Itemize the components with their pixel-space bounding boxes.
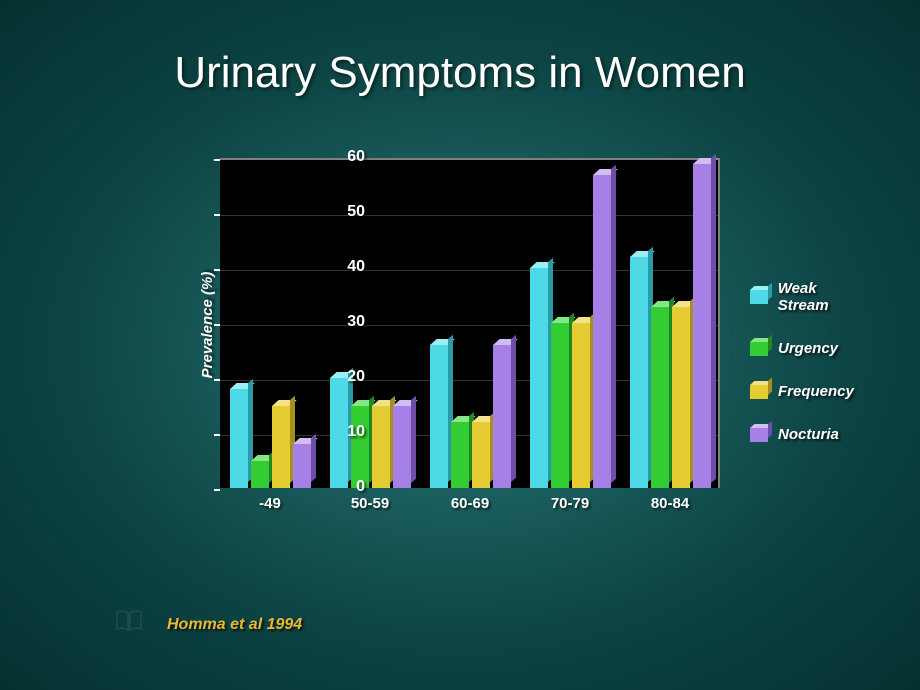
bar <box>251 461 269 489</box>
x-axis-label: 70-79 <box>520 495 620 512</box>
page-title: Urinary Symptoms in Women <box>0 0 920 98</box>
y-tick <box>214 489 220 491</box>
bar <box>472 422 490 488</box>
legend-item: Weak Stream <box>750 280 870 314</box>
y-axis-label: 0 <box>295 478 365 496</box>
legend-label: Nocturia <box>778 426 839 443</box>
y-axis-label: 50 <box>295 203 365 221</box>
y-axis-label: 40 <box>295 258 365 276</box>
legend-item: Frequency <box>750 383 870 400</box>
legend-label: Urgency <box>778 340 838 357</box>
x-axis-label: 80-84 <box>620 495 720 512</box>
y-axis-label: 20 <box>295 368 365 386</box>
y-axis-label: 10 <box>295 423 365 441</box>
bar <box>493 345 511 488</box>
y-tick <box>214 214 220 216</box>
bar <box>393 406 411 489</box>
y-tick <box>214 434 220 436</box>
x-axis-label: 60-69 <box>420 495 520 512</box>
y-axis-label: 60 <box>295 148 365 166</box>
legend-item: Urgency <box>750 340 870 357</box>
bar <box>351 406 369 489</box>
legend-swatch <box>750 428 768 442</box>
legend-swatch <box>750 342 768 356</box>
bar <box>451 422 469 488</box>
bar <box>630 257 648 488</box>
bar <box>672 307 690 489</box>
bar <box>551 323 569 488</box>
book-icon <box>115 610 143 639</box>
bar <box>372 406 390 489</box>
legend-swatch <box>750 385 768 399</box>
chart-container: Prevalence (%) Weak StreamUrgencyFrequen… <box>130 150 870 570</box>
bar <box>693 164 711 489</box>
legend: Weak Stream Urgency Frequency Nocturia <box>750 280 870 469</box>
x-axis-label: -49 <box>220 495 320 512</box>
bar <box>572 323 590 488</box>
citation: Homma et al 1994 <box>115 610 302 639</box>
y-tick <box>214 269 220 271</box>
y-axis-label: 30 <box>295 313 365 331</box>
bar <box>651 307 669 489</box>
legend-swatch <box>750 290 768 304</box>
y-tick <box>214 324 220 326</box>
bar <box>593 175 611 489</box>
legend-item: Nocturia <box>750 426 870 443</box>
bar <box>230 389 248 488</box>
bar <box>530 268 548 488</box>
legend-label: Frequency <box>778 383 854 400</box>
y-tick <box>214 159 220 161</box>
bar <box>430 345 448 488</box>
legend-label: Weak Stream <box>778 280 870 314</box>
y-tick <box>214 379 220 381</box>
bar <box>272 406 290 489</box>
x-axis-label: 50-59 <box>320 495 420 512</box>
citation-text: Homma et al 1994 <box>167 616 302 634</box>
